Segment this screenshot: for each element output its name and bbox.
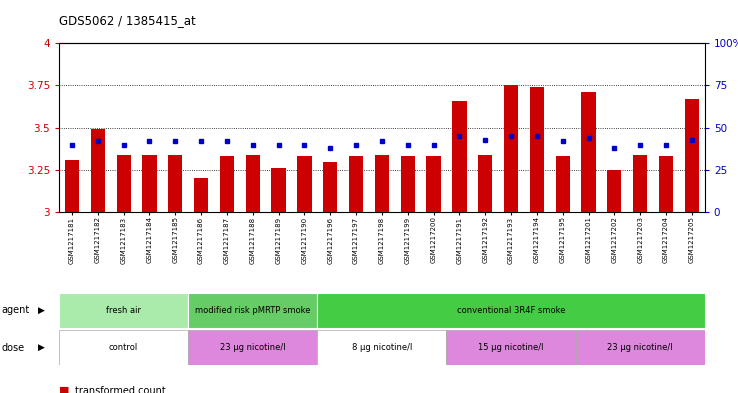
- Bar: [504, 86, 518, 212]
- Bar: [142, 155, 156, 212]
- Bar: [317, 293, 705, 328]
- Text: modified risk pMRTP smoke: modified risk pMRTP smoke: [195, 306, 311, 315]
- Bar: [530, 87, 544, 212]
- Bar: [297, 156, 311, 212]
- Bar: [401, 156, 415, 212]
- Bar: [659, 156, 673, 212]
- Bar: [349, 156, 363, 212]
- Text: ▶: ▶: [38, 306, 45, 315]
- Bar: [117, 155, 131, 212]
- Text: 23 μg nicotine/l: 23 μg nicotine/l: [220, 343, 286, 352]
- Text: agent: agent: [1, 305, 30, 316]
- Bar: [188, 330, 317, 365]
- Bar: [323, 162, 337, 212]
- Bar: [478, 155, 492, 212]
- Bar: [446, 330, 576, 365]
- Bar: [272, 168, 286, 212]
- Bar: [59, 293, 188, 328]
- Bar: [59, 330, 188, 365]
- Bar: [582, 92, 596, 212]
- Text: fresh air: fresh air: [106, 306, 141, 315]
- Text: 15 μg nicotine/l: 15 μg nicotine/l: [478, 343, 544, 352]
- Bar: [188, 293, 317, 328]
- Bar: [375, 155, 389, 212]
- Text: conventional 3R4F smoke: conventional 3R4F smoke: [457, 306, 565, 315]
- Bar: [194, 178, 208, 212]
- Bar: [633, 155, 647, 212]
- Text: ▶: ▶: [38, 343, 45, 352]
- Bar: [452, 101, 466, 212]
- Bar: [685, 99, 699, 212]
- Text: transformed count: transformed count: [75, 386, 166, 393]
- Bar: [91, 129, 105, 212]
- Bar: [576, 330, 705, 365]
- Bar: [607, 170, 621, 212]
- Text: GDS5062 / 1385415_at: GDS5062 / 1385415_at: [59, 15, 196, 28]
- Bar: [65, 160, 79, 212]
- Text: 8 μg nicotine/l: 8 μg nicotine/l: [352, 343, 412, 352]
- Text: control: control: [109, 343, 138, 352]
- Bar: [220, 156, 234, 212]
- Text: 23 μg nicotine/l: 23 μg nicotine/l: [607, 343, 673, 352]
- Bar: [427, 156, 441, 212]
- Bar: [317, 330, 446, 365]
- Bar: [246, 155, 260, 212]
- Bar: [168, 155, 182, 212]
- Bar: [556, 156, 570, 212]
- Text: ■: ■: [59, 386, 69, 393]
- Text: dose: dose: [1, 343, 24, 353]
